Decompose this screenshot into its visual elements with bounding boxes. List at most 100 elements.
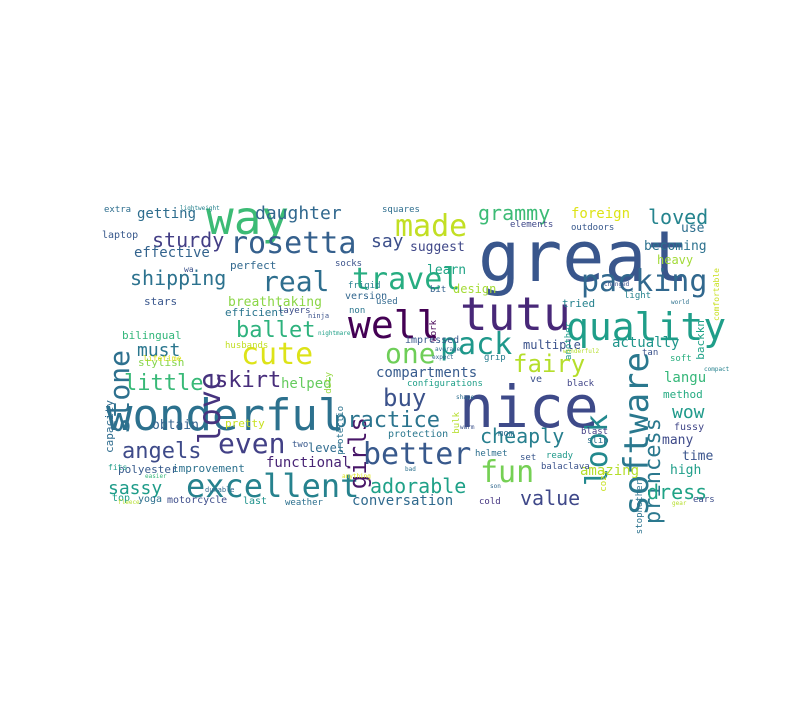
word: langu [664,370,707,386]
word: version [345,291,388,302]
word: must [137,340,181,361]
word: time [682,449,714,464]
word: configurations [407,379,483,389]
word: fun [480,455,535,490]
word: slip [587,436,609,446]
word: getting [137,206,197,222]
word: excellent [186,467,360,505]
word: wonderful [106,390,345,441]
word: breathtaking [228,295,322,310]
word: changed [604,281,630,288]
word: husbands [225,341,269,351]
word: tan [642,348,659,358]
word: made [395,209,468,244]
word: easier [145,473,167,480]
word: becoming [644,239,707,254]
word: grip [484,353,506,363]
word: outdoors [571,223,615,233]
word: level [308,441,345,455]
word: adorable [370,474,467,498]
word: expect [432,354,454,361]
word: one [385,337,436,370]
word: black [567,379,595,389]
word: functional [266,455,351,471]
word: cold [479,497,501,507]
word: mom [498,429,515,439]
word: ninja [308,312,330,320]
word: weather [285,498,323,508]
word: conversation [352,493,454,509]
word: better [363,437,472,472]
word: nice [459,373,599,441]
word: rosetta [230,226,357,261]
word: top [112,493,131,504]
word: durable [205,486,235,494]
word: last [243,496,268,507]
word: tried [562,297,596,310]
word: squares [382,205,420,215]
word: actually [612,335,680,351]
word: effective [134,245,210,261]
word: ve [530,374,543,385]
word: loved [648,205,709,229]
word: fleece [118,499,140,506]
word: bad [405,466,416,473]
word: little [124,371,204,396]
word: fussy [674,422,705,433]
word: backkn [694,320,707,360]
word: gear [672,500,687,507]
word: method [663,388,703,401]
word: real [262,265,330,298]
word: improvement [172,462,245,475]
word: skirt [215,368,282,393]
word: elements [510,220,554,230]
word: nightmare [318,330,351,337]
word: stars [144,295,178,308]
word: light [624,291,652,301]
word: ballet [236,318,316,343]
word: warm [460,424,475,431]
word: used [376,297,398,307]
word: soft [670,354,692,364]
word: set [520,453,537,463]
word: polyester [118,463,178,476]
word: great [478,216,689,298]
word: laptop [102,230,139,241]
word: heavy [657,253,694,267]
word: compartments [376,365,478,381]
word: impressed [405,335,460,346]
word: non [349,306,366,316]
word: packing [581,264,708,299]
word: fits [108,463,128,472]
word: sassy [108,478,163,499]
word: grammy [478,201,551,225]
word: world [671,299,690,306]
word: socks [335,259,363,269]
word: protection [388,429,449,440]
word: ready [546,451,574,461]
word: stylish [138,356,185,369]
word: yoga [138,494,163,505]
word: even [218,427,286,460]
word: quality [566,305,727,349]
word: son [490,483,501,490]
word: obtain [152,418,199,433]
word: lightweight [180,205,220,212]
word: ears [693,495,715,505]
word: blast [581,427,609,437]
word: two [292,440,309,450]
word: layers [278,306,311,316]
word: motorcycle [167,495,228,506]
word: anything [342,473,371,480]
word: foreign [571,206,631,222]
word: stophother [635,480,645,535]
word: well [348,303,440,347]
word: design [453,282,497,296]
word: cozy [599,470,609,492]
word: amazing [580,463,640,479]
word: cheaply [480,424,565,448]
word: fairy [513,350,586,378]
word: practice [334,408,440,433]
word: daughter [255,203,342,224]
